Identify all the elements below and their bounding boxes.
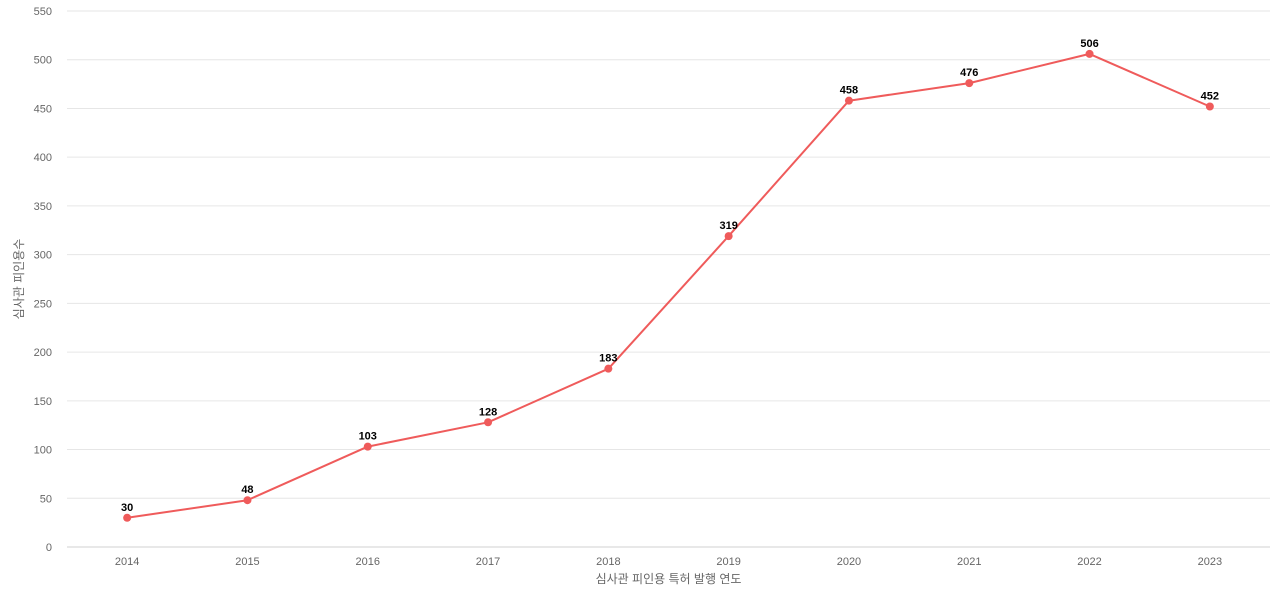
data-label: 476 <box>960 67 978 79</box>
data-label: 183 <box>599 353 617 365</box>
data-label: 128 <box>479 406 497 418</box>
y-tick-label: 500 <box>34 55 52 67</box>
data-label: 48 <box>241 484 253 496</box>
grid-lines <box>67 10 1270 499</box>
x-tick-label: 2015 <box>235 556 259 568</box>
data-label: 30 <box>121 502 133 514</box>
y-tick-label: 50 <box>40 493 52 505</box>
data-point[interactable] <box>1085 49 1094 58</box>
series-line <box>127 52 1211 519</box>
y-axis-ticks: 0 50 100 150 200 250 300 350 400 450 500 550 <box>34 6 52 554</box>
y-axis-title: 심사관 피인용수 <box>12 239 26 320</box>
y-tick-label: 300 <box>34 250 52 262</box>
data-point[interactable] <box>604 364 613 373</box>
x-tick-label: 2018 <box>596 556 620 568</box>
x-tick-label: 2016 <box>356 556 380 568</box>
x-tick-label: 2019 <box>716 556 740 568</box>
y-tick-label: 100 <box>34 445 52 457</box>
data-point[interactable] <box>243 496 252 505</box>
x-tick-label: 2020 <box>837 556 861 568</box>
y-tick-label: 550 <box>34 6 52 18</box>
data-point[interactable] <box>965 79 974 88</box>
data-label: 319 <box>719 220 737 232</box>
data-label: 103 <box>359 431 377 443</box>
y-tick-label: 450 <box>34 103 52 115</box>
data-labels: 30 48 103 128 183 319 458 476 506 452 <box>121 38 1219 514</box>
data-point[interactable] <box>844 96 853 105</box>
x-tick-label: 2017 <box>476 556 500 568</box>
data-point[interactable] <box>1205 102 1214 111</box>
y-tick-label: 150 <box>34 396 52 408</box>
series-layer <box>123 49 1214 522</box>
y-tick-label: 400 <box>34 152 52 164</box>
x-tick-label: 2014 <box>115 556 139 568</box>
x-axis-title: 심사관 피인용 특허 발행 연도 <box>596 571 742 586</box>
data-label: 458 <box>840 85 858 97</box>
y-tick-label: 250 <box>34 298 52 310</box>
data-point[interactable] <box>724 232 733 241</box>
x-tick-label: 2022 <box>1077 556 1101 568</box>
data-label: 452 <box>1201 91 1219 103</box>
y-tick-label: 0 <box>46 542 52 554</box>
data-point[interactable] <box>123 513 132 522</box>
x-tick-label: 2023 <box>1198 556 1222 568</box>
x-axis-ticks: 2014 2015 2016 2017 2018 2019 2020 2021 2022 2023 <box>115 556 1222 568</box>
y-tick-label: 350 <box>34 201 52 213</box>
data-label: 506 <box>1080 38 1098 50</box>
x-tick-label: 2021 <box>957 556 981 568</box>
y-tick-label: 200 <box>34 347 52 359</box>
data-point[interactable] <box>363 442 372 451</box>
data-point[interactable] <box>484 418 493 427</box>
